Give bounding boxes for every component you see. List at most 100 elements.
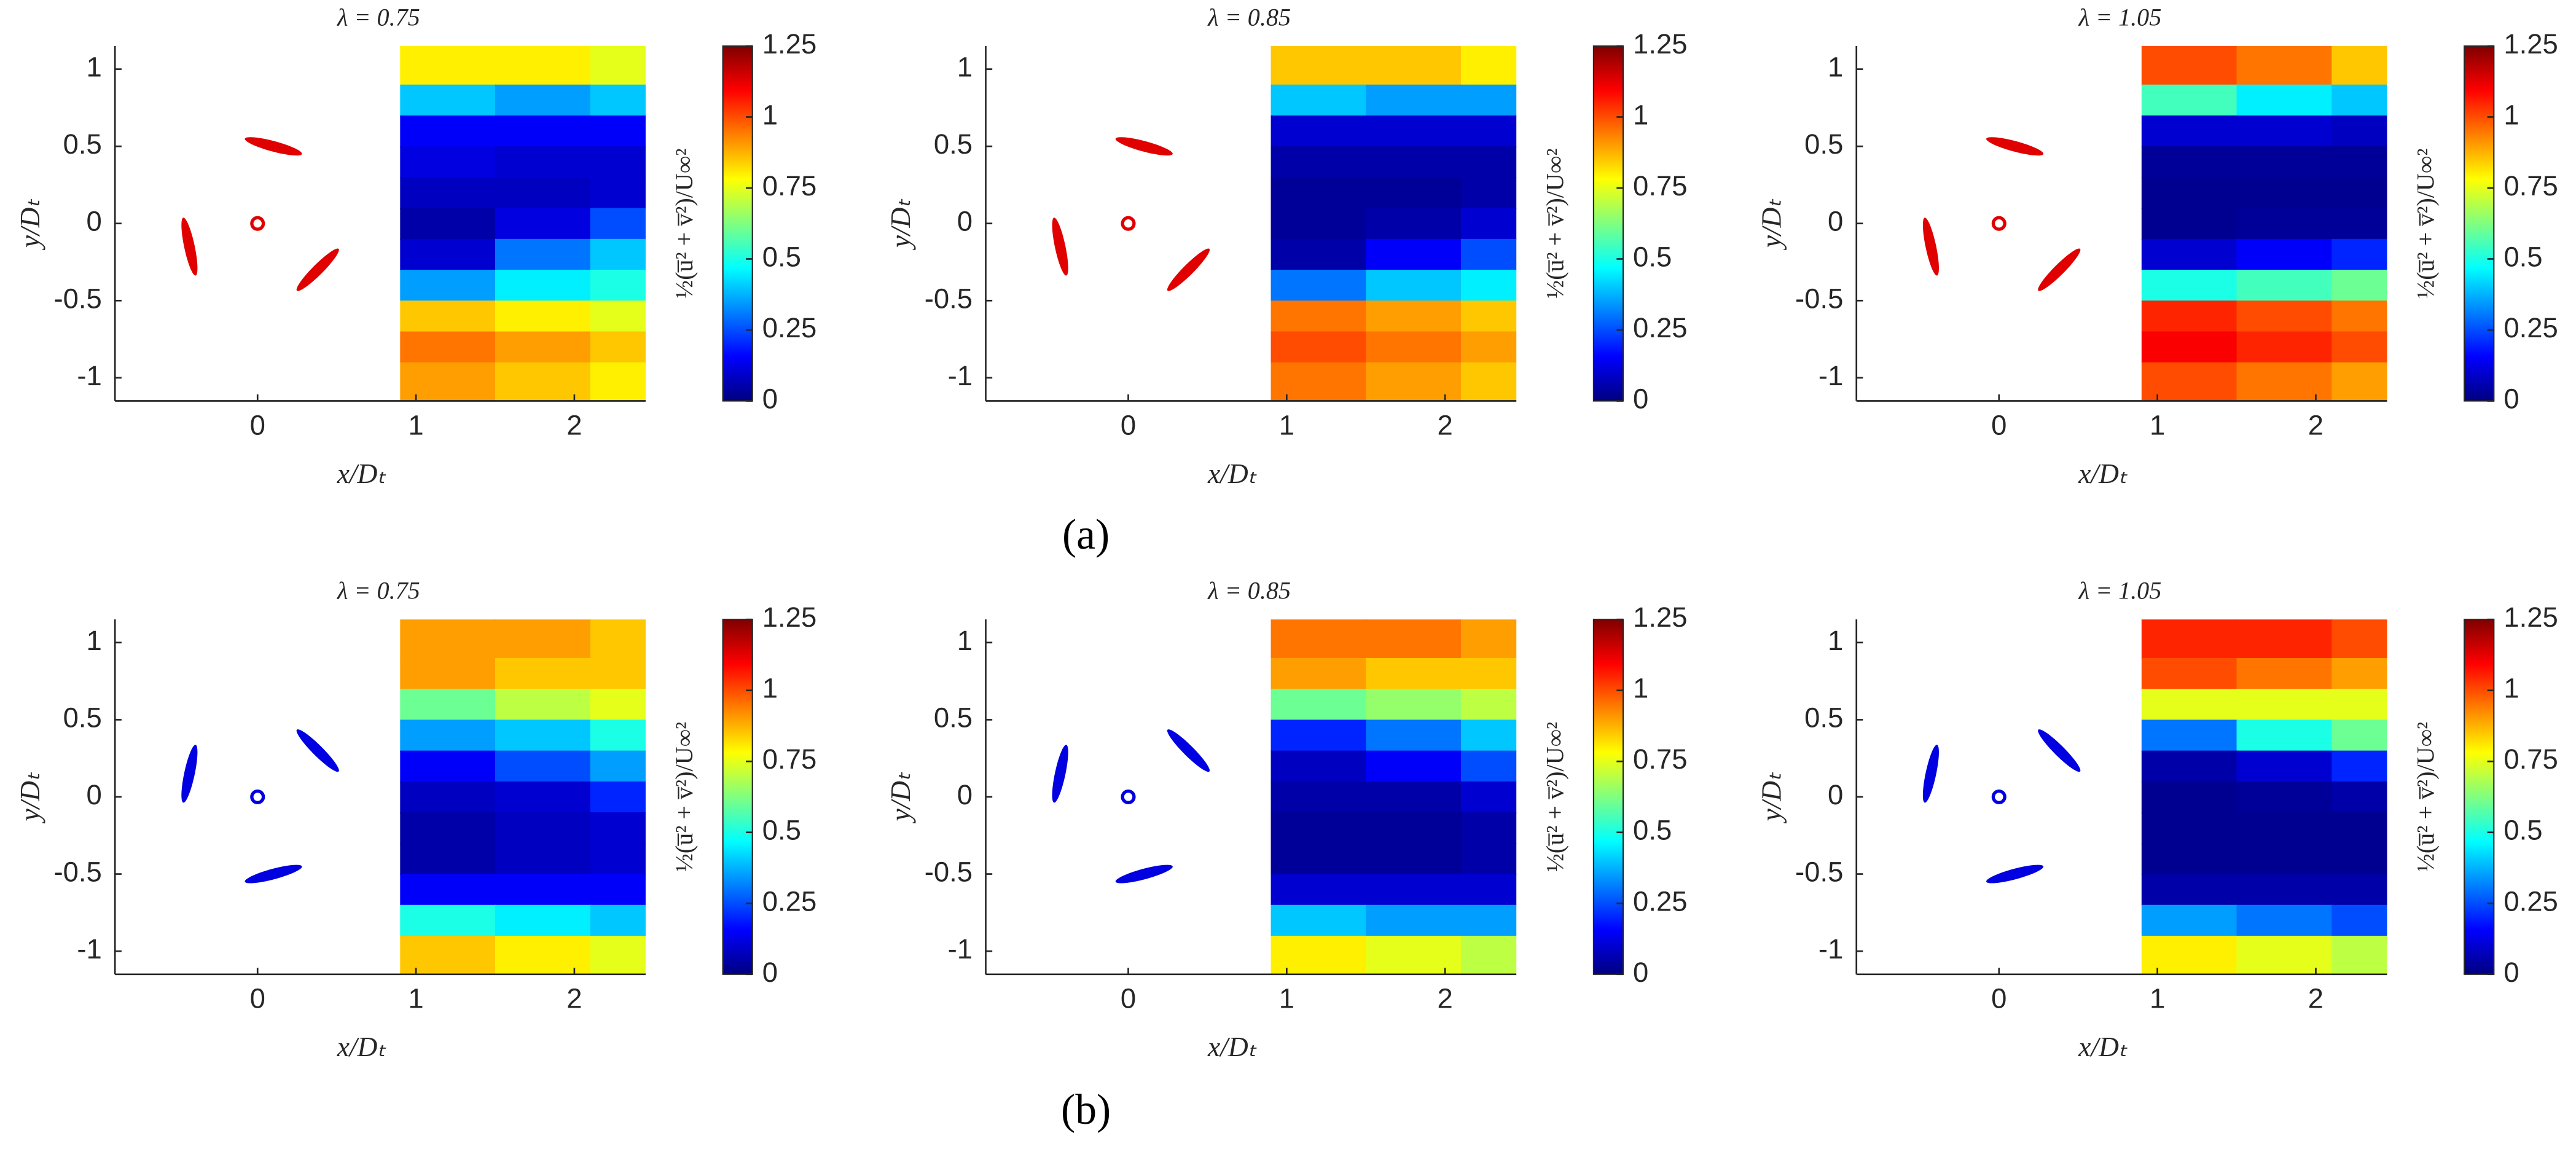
- heat-cell: [2141, 843, 2238, 876]
- colorbar-tick-label: 0.75: [762, 743, 816, 775]
- blade: [1986, 137, 2044, 156]
- heat-cell: [1460, 874, 1517, 906]
- heat-cell: [2236, 362, 2333, 401]
- heat-cell: [590, 781, 646, 813]
- heat-cell: [2141, 750, 2238, 783]
- heat-cell: [495, 177, 592, 210]
- heat-cell: [2236, 270, 2333, 302]
- heat-cell: [1460, 177, 1517, 210]
- heat-cell: [1460, 300, 1517, 333]
- heat-cell: [590, 45, 646, 86]
- y-tick-label: 0: [87, 206, 102, 237]
- colorbar-tick-label: 0.5: [762, 241, 801, 272]
- heat-cell: [400, 781, 496, 813]
- heat-cell: [2141, 657, 2238, 690]
- heat-cell: [2236, 719, 2333, 752]
- colorbar-tick-label: 0: [762, 383, 778, 415]
- heat-cell: [1460, 270, 1517, 302]
- y-tick-label: -1: [1818, 933, 1843, 965]
- colorbar-tick-label: 0.25: [1633, 885, 1687, 917]
- heat-cell: [2141, 689, 2238, 721]
- colorbar-label: ½(u̅² + v̅²)/U∞²: [670, 149, 698, 299]
- blade: [296, 729, 339, 772]
- blade: [181, 745, 198, 803]
- x-tick-label: 2: [1438, 983, 1453, 1014]
- heat-cell: [590, 657, 646, 690]
- x-tick-label: 1: [2150, 409, 2165, 441]
- heat-cell: [1270, 750, 1367, 783]
- heat-cell: [400, 689, 496, 721]
- x-tick-label: 0: [1991, 409, 2006, 441]
- x-axis-label: x/Dₜ: [1207, 458, 1258, 489]
- heat-cell: [495, 300, 592, 333]
- field: [1270, 45, 1517, 401]
- heat-cell: [590, 208, 646, 240]
- heat-cell: [1366, 45, 1462, 86]
- heat-cell: [1460, 781, 1517, 813]
- blade: [1922, 218, 1939, 276]
- heat-cell: [590, 115, 646, 147]
- colorbar-tick-label: 0.5: [2504, 815, 2542, 846]
- heat-cell: [400, 270, 496, 302]
- heat-cell: [400, 84, 496, 117]
- heat-cell: [1270, 45, 1367, 86]
- x-axis-label: x/Dₜ: [2078, 458, 2128, 489]
- heat-cell: [400, 115, 496, 147]
- heat-cell: [495, 936, 592, 974]
- heat-cell: [1366, 146, 1462, 178]
- heat-cell: [2141, 331, 2238, 364]
- heat-cell: [2236, 115, 2333, 147]
- blade: [1052, 218, 1068, 276]
- heat-cell: [495, 45, 592, 86]
- heat-cell: [1366, 300, 1462, 333]
- heat-cell: [2141, 904, 2238, 937]
- colorbar-tick-label: 1.25: [2504, 602, 2558, 633]
- colorbar-tick-label: 0.25: [1633, 312, 1687, 343]
- heat-cell: [1270, 874, 1367, 906]
- heat-cell: [400, 657, 496, 690]
- heat-cell: [1460, 936, 1517, 974]
- heat-cell: [2141, 781, 2238, 813]
- heat-cell: [1366, 208, 1462, 240]
- y-axis-label: y/Dₜ: [1755, 772, 1787, 824]
- heat-cell: [1366, 115, 1462, 147]
- heat-cell: [2331, 750, 2387, 783]
- colorbar: [2464, 45, 2495, 402]
- heat-cell: [2236, 45, 2333, 86]
- heat-cell: [1460, 619, 1517, 659]
- colorbar-label: ½(u̅² + v̅²)/U∞²: [670, 722, 698, 872]
- heat-cell: [2236, 177, 2333, 210]
- hub: [1121, 216, 1136, 231]
- colorbar-label: ½(u̅² + v̅²)/U∞²: [1541, 722, 1568, 872]
- heat-cell: [1366, 719, 1462, 752]
- y-tick-label: -0.5: [53, 856, 101, 888]
- y-tick-label: 0.5: [1804, 128, 1843, 160]
- heat-cell: [1270, 146, 1367, 178]
- heat-cell: [1270, 208, 1367, 240]
- heat-cell: [590, 750, 646, 783]
- heat-cell: [2236, 300, 2333, 333]
- heat-cell: [495, 843, 592, 876]
- y-tick-label: -0.5: [1795, 283, 1843, 314]
- field: [2141, 45, 2387, 401]
- heat-cell: [400, 619, 496, 659]
- heat-cell: [1366, 177, 1462, 210]
- colorbar-tick-label: 1: [762, 99, 778, 130]
- colorbar: [722, 619, 753, 975]
- y-tick-label: 1: [87, 52, 102, 83]
- heat-cell: [400, 300, 496, 333]
- heat-cell: [1460, 45, 1517, 86]
- heat-cell: [1366, 331, 1462, 364]
- heat-cell: [495, 689, 592, 721]
- y-tick-label: -0.5: [1795, 856, 1843, 888]
- heat-cell: [495, 812, 592, 844]
- y-tick-label: 1: [1828, 52, 1843, 83]
- heat-cell: [2236, 936, 2333, 974]
- heat-cell: [2141, 270, 2238, 302]
- x-axis-label: x/Dₜ: [2078, 1031, 2128, 1062]
- heat-cell: [495, 208, 592, 240]
- x-axis-label: x/Dₜ: [337, 1031, 387, 1062]
- heat-cell: [1270, 238, 1367, 271]
- heat-cell: [2331, 146, 2387, 178]
- heat-cell: [2141, 812, 2238, 844]
